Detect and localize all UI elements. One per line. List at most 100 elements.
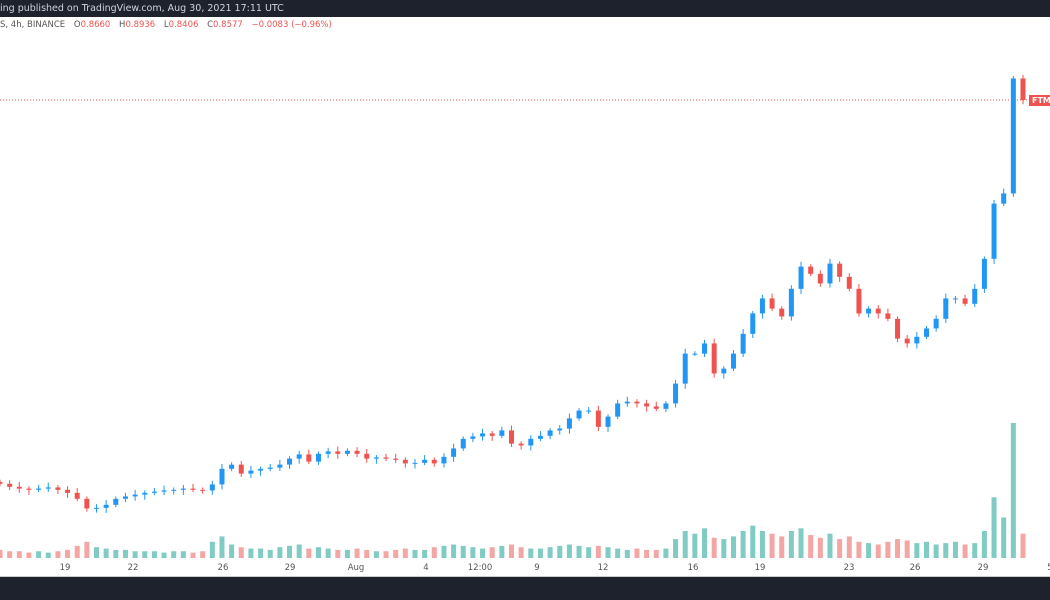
candle: [84, 498, 90, 509]
candle: [489, 433, 495, 436]
volume-bar: [325, 548, 331, 558]
change-value: −0.0083 (−0.96%): [251, 20, 332, 30]
candle: [914, 336, 920, 344]
volume-bar: [547, 547, 553, 558]
candle: [45, 487, 51, 489]
candle: [315, 453, 321, 462]
candle: [132, 494, 138, 497]
candle: [837, 263, 843, 277]
x-tick-label: 12:00: [467, 563, 493, 573]
volume-bar: [402, 548, 408, 558]
price-chart[interactable]: [0, 0, 1050, 576]
candle: [219, 468, 225, 485]
open-value: 0.8660: [80, 20, 111, 30]
volume-bar: [904, 540, 910, 558]
candle: [113, 498, 119, 505]
candle: [393, 458, 399, 460]
candle: [36, 488, 42, 490]
volume-bar: [287, 545, 293, 558]
volume-bar: [653, 549, 659, 558]
volume-bar: [383, 551, 389, 558]
volume-bar: [0, 549, 3, 558]
candle: [702, 343, 708, 354]
volume-bar: [412, 549, 418, 558]
volume-bar: [943, 543, 949, 558]
volume-bar: [518, 547, 524, 558]
volume-bar: [566, 544, 572, 558]
volume-bar: [103, 548, 109, 558]
ohlc-legend: S, 4h, BINANCE O0.8660 H0.8936 L0.8406 C…: [0, 20, 332, 30]
volume-bar: [605, 547, 611, 558]
candle: [94, 507, 100, 509]
volume-bar: [55, 551, 61, 558]
candle: [171, 489, 177, 491]
candle: [846, 276, 852, 289]
candle: [692, 353, 698, 355]
candle: [209, 484, 215, 491]
volume-bar: [586, 547, 592, 558]
volume-bar: [200, 551, 206, 558]
volume-bar: [65, 549, 71, 558]
volume-bar: [644, 549, 650, 558]
symbol-info: S, 4h, BINANCE: [0, 20, 66, 30]
bottom-bar: [0, 577, 1050, 600]
candle: [740, 333, 746, 354]
volume-bar: [296, 544, 302, 558]
candle: [586, 410, 592, 412]
volume-bar: [615, 548, 621, 558]
volume-bar: [229, 544, 235, 558]
volume-bar: [750, 525, 756, 558]
volume-bar: [827, 533, 833, 558]
volume-bar: [238, 547, 244, 558]
candle: [885, 313, 891, 319]
x-tick-label: 9: [534, 563, 540, 573]
candle: [547, 430, 553, 436]
close-label: C: [207, 20, 214, 30]
x-tick-label: 29: [284, 563, 296, 573]
open-label: O: [73, 20, 81, 30]
candle: [779, 308, 785, 317]
volume-bar: [74, 545, 80, 558]
candle: [769, 298, 775, 309]
candle: [817, 273, 823, 284]
volume-bar: [335, 549, 341, 558]
volume-bar: [315, 547, 321, 558]
candle: [238, 464, 244, 474]
candle: [460, 438, 466, 449]
candle: [711, 343, 717, 374]
volume-bar: [972, 543, 978, 558]
x-tick-label: 19: [59, 563, 71, 573]
candle: [248, 470, 254, 474]
candle: [827, 263, 833, 284]
candle: [933, 318, 939, 329]
candle: [306, 454, 312, 462]
volume-bar: [161, 552, 167, 558]
volume-bar: [923, 541, 929, 558]
candle: [325, 451, 331, 454]
candle: [354, 450, 360, 454]
published-text: ing published on TradingView.com, Aug 30…: [0, 3, 284, 14]
candle: [55, 487, 61, 490]
volume-bar: [84, 541, 90, 558]
candle: [566, 418, 572, 429]
volume-bar: [460, 545, 466, 558]
candle: [923, 328, 929, 337]
candle: [267, 467, 273, 469]
volume-bar: [962, 544, 968, 558]
candle: [518, 443, 524, 446]
volume-bar: [180, 551, 186, 558]
low-label: L: [163, 20, 169, 30]
candle: [26, 488, 32, 490]
x-tick-label: 4: [423, 563, 429, 573]
volume-bar: [1001, 517, 1007, 558]
candle: [296, 454, 302, 459]
candle: [229, 464, 235, 469]
candle: [624, 401, 630, 404]
candle: [451, 448, 457, 457]
candle: [180, 488, 186, 490]
volume-bar: [769, 533, 775, 558]
volume-bar: [489, 547, 495, 558]
candle: [673, 383, 679, 404]
volume-bar: [422, 549, 428, 558]
high-label: H: [119, 20, 126, 30]
